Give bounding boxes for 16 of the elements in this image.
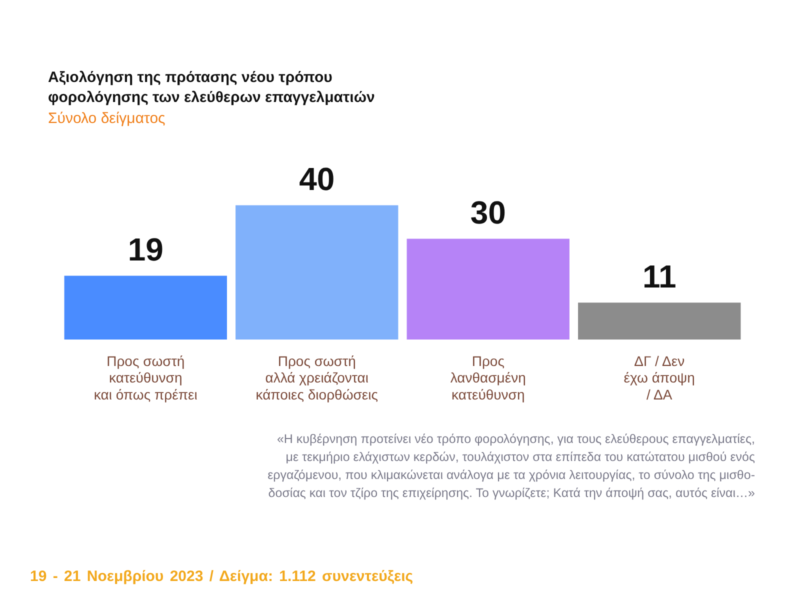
text: 19 - 21 Νοεμβρίου 2023 / Δείγμα: 1.112 συνεντεύξεις: [30, 568, 414, 585]
bar: [236, 205, 398, 340]
chart-subtitle: Σύνολο δείγματος: [48, 110, 166, 127]
bar: [578, 302, 741, 340]
data-label: 19: [128, 232, 164, 268]
chart-title: Αξιολόγηση της πρότασης νέου τρόπου φορολόγησης των ελεύθερων επαγγελματιών: [48, 68, 375, 108]
x-tick-label: Προς σωστή αλλά χρειάζονται κάποιες διορθώσεις: [256, 352, 378, 402]
text: «Η κυβέρνηση προτείνει νέο τρόπο φορολόγησης, για τους ελεύθερους επαγγελματίες, με τεκμήριο ελάχιστων κερδών, τουλάχιστον στα επίπεδα του κατώτατου μισθού ενός εργαζόμενου, που κλιμακώνεται ανάλογα με τα χρόνια λειτουργίας, το σύνολο της μισθο- δοσίας και τον τζίρο της επιχείρησης. Το γνωρίζετε; Κατά την άποψή σας, αυτός είναι…»: [268, 431, 755, 502]
x-tick-label: ΔΓ / Δεν έχω άποψη / ΔΑ: [624, 352, 695, 402]
x-tick-label: Προς σωστή κατεύθυνση και όπως πρέπει: [94, 352, 198, 402]
data-label: 30: [470, 194, 506, 231]
data-label: 40: [299, 161, 335, 198]
bar: [64, 276, 227, 340]
data-label: 11: [642, 258, 676, 294]
bar: [406, 238, 570, 340]
x-tick-label: Προς λανθασμένη κατεύθυνση: [450, 352, 526, 402]
